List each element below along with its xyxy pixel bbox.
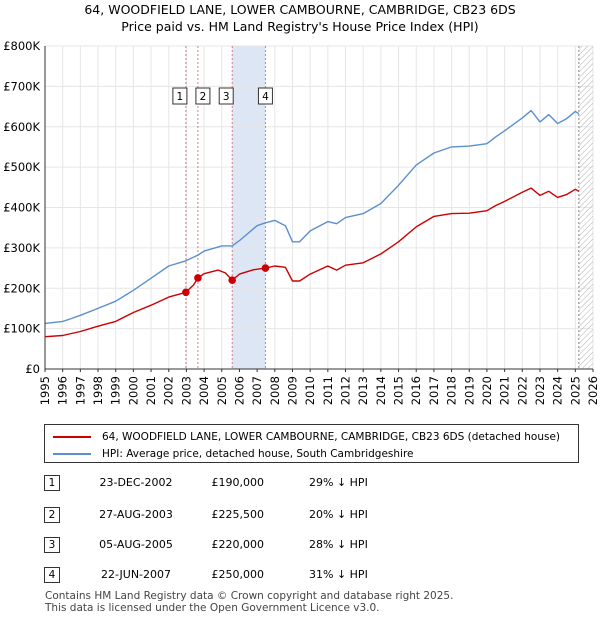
x-tick-label: 2014 (374, 376, 388, 405)
x-tick-label: 2002 (162, 376, 176, 405)
transaction-date: 22-JUN-2007 (100, 568, 172, 581)
transaction-hpi-diff: 28% ↓ HPI (309, 538, 368, 551)
transaction-point (261, 264, 270, 272)
forecast-hatch (578, 46, 593, 369)
x-tick-label: 2004 (197, 376, 211, 405)
transaction-number: 4 (44, 567, 60, 583)
transaction-hpi-diff: 29% ↓ HPI (309, 476, 368, 489)
y-tick-label: £800K (3, 39, 40, 53)
legend-swatch-hpi (53, 453, 91, 455)
x-tick-label: 2021 (498, 376, 512, 405)
footer-line-1: Contains HM Land Registry data © Crown c… (45, 590, 454, 602)
y-tick-label: £400K (3, 201, 40, 215)
x-tick-label: 2003 (179, 376, 193, 405)
x-tick-label: 2022 (515, 376, 529, 405)
property-price-line (44, 187, 580, 338)
x-tick-label: 1997 (73, 376, 87, 405)
hpi-line (44, 109, 580, 325)
y-tick-label: £200K (3, 281, 40, 295)
x-tick-label: 2018 (445, 376, 459, 405)
y-tick-label: £100K (3, 322, 40, 336)
transaction-marker-label: 4 (262, 91, 269, 103)
transaction-point (182, 288, 190, 297)
x-tick-label: 2020 (480, 376, 494, 405)
x-tick-label: 2026 (586, 376, 600, 405)
x-tick-label: 2017 (427, 376, 441, 405)
legend-item-hpi: HPI: Average price, detached house, Sout… (53, 446, 414, 462)
x-tick-label: 1998 (91, 376, 105, 405)
transaction-marker-box (195, 87, 211, 105)
transaction-point (228, 276, 237, 284)
transaction-marker-box (257, 87, 273, 105)
x-tick-label: 2000 (126, 376, 140, 405)
footer-attribution: Contains HM Land Registry data © Crown c… (45, 590, 453, 614)
transaction-price: £225,500 (211, 508, 265, 521)
chart-title-line-1: 64, WOODFIELD LANE, LOWER CAMBOURNE, CAM… (84, 2, 516, 17)
x-tick-label: 1995 (38, 376, 52, 405)
y-tick-label: £700K (3, 79, 40, 93)
transaction-number: 2 (44, 507, 60, 523)
transaction-date: 27-AUG-2003 (99, 508, 173, 521)
y-tick-label: £0 (25, 362, 40, 376)
transaction-price: £190,000 (211, 476, 265, 489)
x-tick-label: 2019 (462, 376, 476, 405)
transaction-marker-label: 2 (200, 91, 207, 103)
x-tick-label: 1996 (56, 376, 70, 405)
x-tick-label: 2001 (144, 376, 158, 405)
x-tick-label: 2006 (232, 376, 246, 405)
y-tick-label: £500K (3, 160, 40, 174)
x-tick-label: 2015 (392, 376, 406, 405)
x-tick-label: 2016 (409, 376, 423, 405)
transaction-marker-box (172, 87, 188, 105)
x-tick-label: 2005 (215, 376, 229, 405)
legend-item-property: 64, WOODFIELD LANE, LOWER CAMBOURNE, CAM… (53, 429, 560, 445)
x-tick-label: 2010 (303, 376, 317, 405)
legend-label-property: 64, WOODFIELD LANE, LOWER CAMBOURNE, CAM… (102, 431, 561, 443)
x-tick-label: 2023 (533, 376, 547, 405)
chart-title-line-2: Price paid vs. HM Land Registry's House … (121, 19, 479, 34)
transaction-hpi-diff: 31% ↓ HPI (309, 568, 368, 581)
x-tick-label: 2009 (285, 376, 299, 405)
transaction-marker-box (218, 87, 234, 105)
legend-swatch-property (53, 436, 91, 438)
x-tick-label: 2024 (551, 376, 565, 405)
legend-label-hpi: HPI: Average price, detached house, Sout… (102, 448, 414, 460)
x-tick-label: 2011 (321, 376, 335, 405)
x-tick-label: 2008 (268, 376, 282, 405)
chart-title: 64, WOODFIELD LANE, LOWER CAMBOURNE, CAM… (0, 1, 600, 35)
chart-legend: 64, WOODFIELD LANE, LOWER CAMBOURNE, CAM… (44, 424, 579, 463)
footer-line-2: This data is licensed under the Open Gov… (45, 602, 380, 614)
x-tick-label: 2013 (356, 376, 370, 405)
y-tick-label: £600K (3, 120, 40, 134)
transaction-number: 1 (44, 475, 60, 491)
transaction-date: 23-DEC-2002 (99, 476, 173, 489)
transaction-number: 3 (44, 537, 60, 553)
y-tick-label: £300K (3, 241, 40, 255)
transaction-date: 05-AUG-2005 (99, 538, 173, 551)
x-tick-label: 1999 (109, 376, 123, 405)
transaction-price: £220,000 (211, 538, 265, 551)
transaction-hpi-diff: 20% ↓ HPI (309, 508, 368, 521)
transaction-marker-label: 1 (177, 91, 184, 103)
x-tick-label: 2012 (339, 376, 353, 405)
price-chart: 1 2 3 4 £0 £100K £200K £300K £400K £500K £600K £70… (3, 39, 600, 405)
transaction-price: £250,000 (211, 568, 265, 581)
transaction-marker-label: 3 (223, 91, 230, 103)
x-tick-label: 2007 (250, 376, 264, 405)
transaction-point (194, 274, 202, 282)
x-tick-label: 2025 (568, 376, 582, 405)
